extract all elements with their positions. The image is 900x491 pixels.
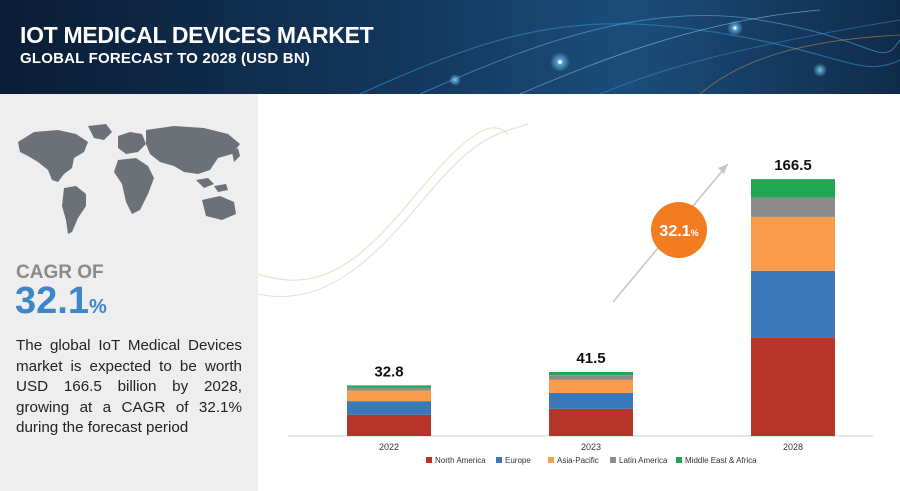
cagr-badge-unit: % [691, 228, 699, 238]
bar-segment-2028-europe [751, 270, 835, 338]
x-tick-label: 2028 [783, 442, 803, 452]
market-description: The global IoT Medical Devices market is… [16, 337, 242, 436]
legend-label: Latin America [619, 456, 668, 465]
decorative-swoosh [258, 123, 529, 297]
legend-item: North America [426, 456, 486, 465]
bar-segment-2028-latin-america [751, 197, 835, 217]
legend-label: Asia-Pacific [557, 456, 599, 465]
legend-label: Middle East & Africa [685, 456, 757, 465]
legend-item: Latin America [610, 456, 668, 465]
bar-segment-2028-middle-east-africa [751, 179, 835, 198]
legend-label: North America [435, 456, 486, 465]
x-tick-label: 2023 [581, 442, 601, 452]
cagr-label: CAGR OF [16, 262, 104, 283]
legend-item: Asia-Pacific [548, 456, 599, 465]
cagr-badge [651, 202, 707, 258]
header-light-streaks [359, 9, 900, 94]
header-banner: IOT MEDICAL DEVICES MARKET GLOBAL FORECA… [0, 0, 900, 94]
bar-segment-2022-europe [347, 401, 431, 415]
chart-canvas: 32.8 2022 41.5 2023 166.5 2028 32.1% North Am… [258, 123, 873, 465]
world-map-icon [18, 124, 240, 234]
legend-swatch [426, 457, 432, 463]
bar-segment-2028-north-america [751, 337, 835, 436]
page-subtitle: GLOBAL FORECAST TO 2028 (USD BN) [20, 50, 311, 67]
decorative-swoosh [258, 127, 509, 281]
legend-item: Europe [496, 456, 531, 465]
bar-total-label: 32.8 [374, 363, 403, 380]
legend-swatch [610, 457, 616, 463]
bar-segment-2023-asia-pacific [549, 379, 633, 393]
bar-segment-2022-middle-east-africa [347, 385, 431, 388]
legend-swatch [548, 457, 554, 463]
bar-segment-2022-asia-pacific [347, 390, 431, 402]
legend-swatch [676, 457, 682, 463]
stacked-bar-chart: 32.8 2022 41.5 2023 166.5 2028 32.1% North Am… [258, 94, 900, 491]
growth-arrow-head [718, 164, 728, 174]
bar-segment-2022-latin-america [347, 387, 431, 391]
page-title: IOT MEDICAL DEVICES MARKET [20, 22, 374, 48]
bar-segment-2028-asia-pacific [751, 216, 835, 271]
cagr-badge-number: 32.1 [659, 223, 690, 240]
bar-segment-2023-north-america [549, 408, 633, 436]
cagr-value: 32.1% [15, 280, 107, 323]
bar-segment-2023-latin-america [549, 375, 633, 380]
bar-segment-2022-north-america [347, 414, 431, 436]
bar-segment-2023-europe [549, 392, 633, 409]
cagr-badge-value: 32.1% [659, 223, 698, 240]
legend-item: Middle East & Africa [676, 456, 757, 465]
bar-total-label: 41.5 [576, 350, 605, 367]
x-tick-label: 2022 [379, 442, 399, 452]
legend-swatch [496, 457, 502, 463]
bar-total-label: 166.5 [774, 157, 812, 174]
legend-label: Europe [505, 456, 531, 465]
cagr-number: 32.1 [15, 280, 89, 322]
cagr-unit: % [88, 296, 107, 318]
bar-segment-2023-middle-east-africa [549, 371, 633, 376]
left-summary-panel: CAGR OF 32.1% The global IoT Medical Dev… [0, 94, 258, 491]
